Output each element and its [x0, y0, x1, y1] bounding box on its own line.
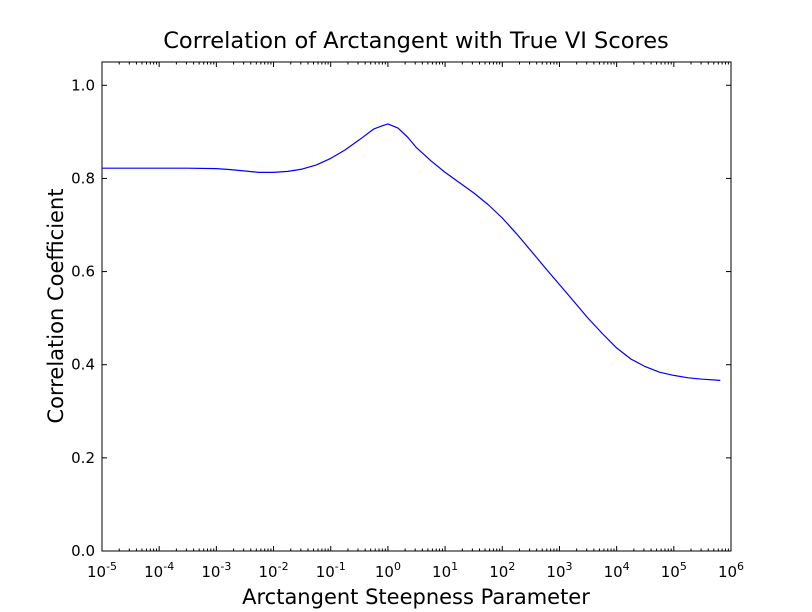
x-tick-label: 103 [546, 560, 572, 581]
y-tick-label: 0.0 [71, 542, 95, 560]
plot-frame [101, 61, 732, 552]
x-tick-label: 10-1 [316, 560, 346, 581]
y-tick-label: 0.6 [71, 263, 95, 281]
chart-title: Correlation of Arctangent with True VI S… [163, 28, 669, 54]
x-tick-label: 101 [432, 560, 458, 581]
x-tick-label: 104 [604, 560, 630, 581]
x-tick-label: 10-2 [259, 560, 289, 581]
x-tick-label: 10-5 [87, 560, 117, 581]
series-line [102, 123, 721, 382]
y-tick-label: 0.8 [71, 169, 95, 187]
x-tick-label: 10-3 [201, 560, 231, 581]
y-tick-label: 0.2 [71, 449, 95, 467]
plot-area: 10-5 10-4 10-3 10-2 10-1 100 101 102 103 104 105 10… [71, 61, 744, 581]
y-tick-label: 1.0 [71, 76, 95, 94]
y-tick-label: 0.4 [71, 356, 95, 374]
x-axis-title: Arctangent Steepness Parameter [242, 585, 590, 609]
y-axis-title: Correlation Coefficient [44, 188, 68, 423]
x-tick-label: 100 [375, 560, 401, 581]
x-tick-label: 106 [718, 560, 744, 581]
x-tick-label: 10-4 [144, 560, 174, 581]
x-tick-label: 105 [661, 560, 687, 581]
x-tick-label: 102 [489, 560, 515, 581]
